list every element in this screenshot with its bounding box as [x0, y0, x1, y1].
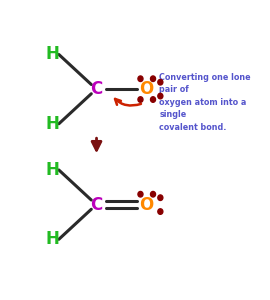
Circle shape: [150, 97, 156, 102]
Text: H: H: [46, 115, 59, 133]
Circle shape: [158, 209, 163, 214]
Text: H: H: [46, 161, 59, 179]
Circle shape: [158, 195, 163, 200]
Text: C: C: [90, 196, 103, 214]
Text: O: O: [140, 196, 154, 214]
Circle shape: [150, 76, 156, 82]
Circle shape: [150, 191, 156, 197]
Text: O: O: [140, 80, 154, 98]
Text: Converting one lone pair of
oxygen atom into a single
covalent bond.: Converting one lone pair of oxygen atom …: [159, 73, 251, 132]
Circle shape: [138, 97, 143, 102]
Circle shape: [138, 76, 143, 82]
Circle shape: [158, 93, 163, 99]
Text: H: H: [46, 46, 59, 64]
Text: C: C: [90, 80, 103, 98]
Circle shape: [158, 80, 163, 85]
Circle shape: [138, 191, 143, 197]
Text: H: H: [46, 230, 59, 248]
